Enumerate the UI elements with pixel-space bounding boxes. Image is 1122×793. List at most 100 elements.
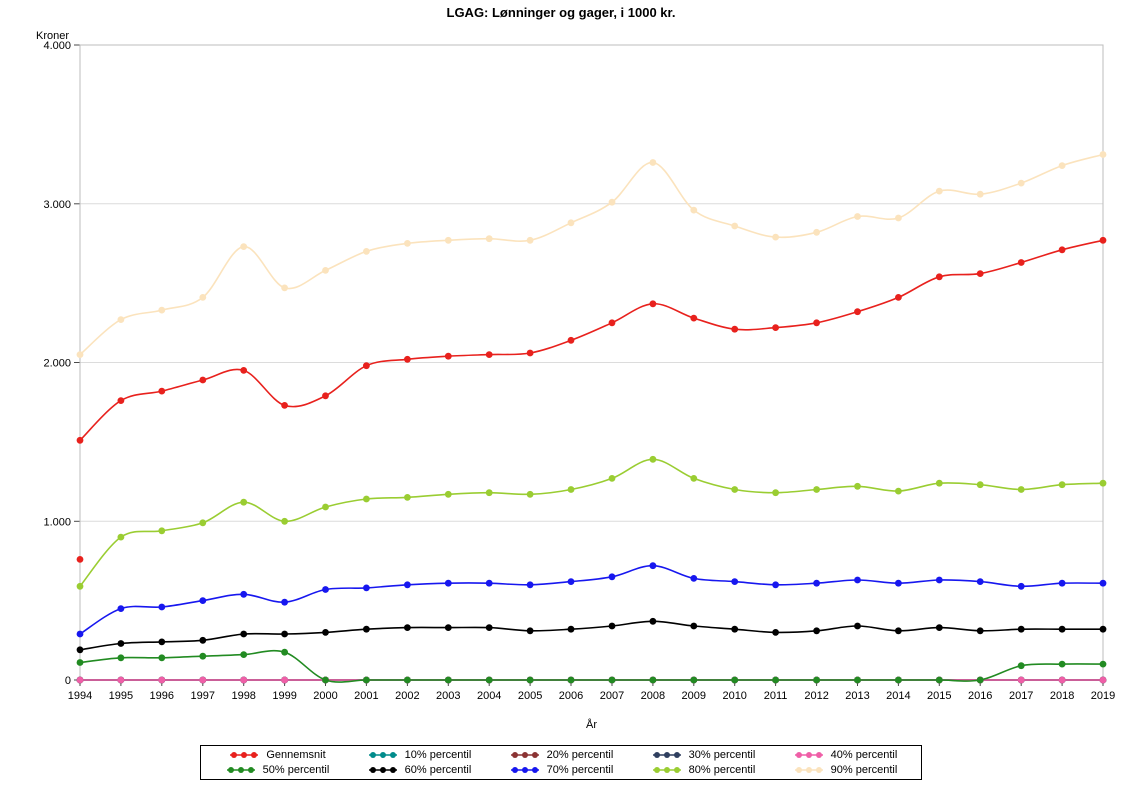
chart-title: LGAG: Lønninger og gager, i 1000 kr.	[446, 5, 676, 20]
series-marker	[117, 654, 125, 662]
series-marker	[649, 676, 657, 684]
svg-text:2009: 2009	[682, 690, 706, 702]
legend-item-80-percentil: 80% percentil	[632, 764, 774, 776]
series-marker	[1058, 481, 1066, 489]
series-marker	[690, 475, 698, 482]
series-marker	[281, 402, 288, 409]
series-marker	[772, 233, 779, 241]
series-marker	[281, 676, 288, 684]
svg-text:2004: 2004	[477, 690, 501, 702]
series-marker	[158, 638, 166, 646]
series-marker	[444, 236, 452, 244]
series-marker	[813, 627, 820, 635]
series-marker	[649, 300, 657, 308]
series-marker	[1099, 479, 1107, 487]
series-marker	[976, 481, 984, 489]
legend-marker-icon	[226, 767, 255, 773]
legend: Gennemsnit 10% percentil 20% percentil 30% …	[200, 745, 922, 780]
svg-text:1997: 1997	[191, 690, 215, 702]
series-marker	[76, 582, 84, 590]
legend-item-gennemsnit: Gennemsnit	[206, 749, 348, 761]
series-marker	[76, 630, 84, 638]
series-marker	[526, 676, 534, 684]
series-marker	[322, 503, 329, 511]
series-marker	[117, 533, 125, 541]
series-marker	[935, 676, 943, 684]
series-marker	[404, 581, 411, 589]
svg-text:2003: 2003	[436, 690, 460, 702]
svg-text:2002: 2002	[395, 690, 419, 702]
svg-text:2015: 2015	[927, 690, 951, 702]
legend-marker-icon	[652, 767, 681, 773]
series-marker	[813, 676, 820, 684]
series-marker	[649, 562, 657, 570]
series-marker-outlier	[76, 556, 84, 563]
series-marker	[895, 214, 902, 222]
series-marker	[199, 597, 207, 604]
svg-text:1996: 1996	[150, 690, 174, 702]
series-marker	[608, 475, 616, 482]
series-marker	[1058, 625, 1066, 633]
legend-item-20-percentil: 20% percentil	[490, 749, 632, 761]
series-marker	[322, 629, 329, 636]
series-marker	[1017, 676, 1025, 684]
svg-text:1.000: 1.000	[43, 516, 71, 528]
series-marker	[404, 240, 411, 247]
series-marker	[322, 392, 329, 400]
series-marker	[158, 603, 166, 611]
series-marker	[240, 651, 248, 658]
svg-text:2019: 2019	[1091, 690, 1115, 702]
series-marker	[1058, 162, 1066, 170]
series-marker	[854, 482, 861, 490]
series-marker	[444, 490, 452, 498]
series-marker	[854, 676, 861, 684]
series-marker	[690, 575, 698, 582]
series-marker	[608, 198, 616, 206]
series-marker	[240, 367, 248, 374]
series-marker	[813, 579, 820, 587]
legend-label: 70% percentil	[546, 764, 614, 776]
series-marker	[772, 324, 779, 331]
series-marker	[935, 273, 943, 281]
series-marker	[1017, 625, 1025, 633]
series-marker	[608, 319, 616, 327]
legend-item-90-percentil: 90% percentil	[774, 764, 916, 776]
series-marker	[240, 676, 248, 684]
series-marker	[1099, 151, 1107, 158]
series-marker	[1099, 660, 1107, 668]
series-marker	[813, 319, 820, 327]
legend-item-40-percentil: 40% percentil	[774, 749, 916, 761]
series-marker	[1058, 676, 1066, 684]
series-marker	[731, 676, 739, 684]
series-marker	[76, 436, 84, 444]
series-marker	[608, 622, 616, 630]
series-marker	[731, 325, 739, 333]
series-marker	[76, 351, 84, 358]
legend-marker-icon	[368, 767, 397, 773]
series-marker	[526, 349, 534, 357]
series-marker	[1017, 486, 1025, 493]
series-marker	[772, 676, 779, 684]
series-marker	[935, 187, 943, 195]
svg-text:2001: 2001	[354, 690, 378, 702]
svg-text:2006: 2006	[559, 690, 583, 702]
line-chart: 0 1.000 2.000 3.000 4.000 1994 1995 1996 1997 199…	[43, 40, 1115, 702]
series-marker	[976, 578, 984, 585]
svg-text:2005: 2005	[518, 690, 542, 702]
series-marker	[976, 190, 984, 198]
series-line-90-percentil	[79, 153, 1104, 356]
svg-text:1999: 1999	[272, 690, 296, 702]
series-marker	[1099, 625, 1107, 633]
series-marker	[322, 267, 329, 274]
series-marker	[363, 584, 370, 592]
svg-text:0: 0	[65, 675, 71, 687]
svg-text:2013: 2013	[845, 690, 869, 702]
series-marker	[690, 676, 698, 684]
series-marker	[363, 676, 370, 684]
series-marker	[485, 235, 493, 243]
series-marker	[895, 579, 902, 587]
svg-text:1995: 1995	[109, 690, 133, 702]
series-marker	[567, 676, 575, 684]
svg-text:2007: 2007	[600, 690, 624, 702]
